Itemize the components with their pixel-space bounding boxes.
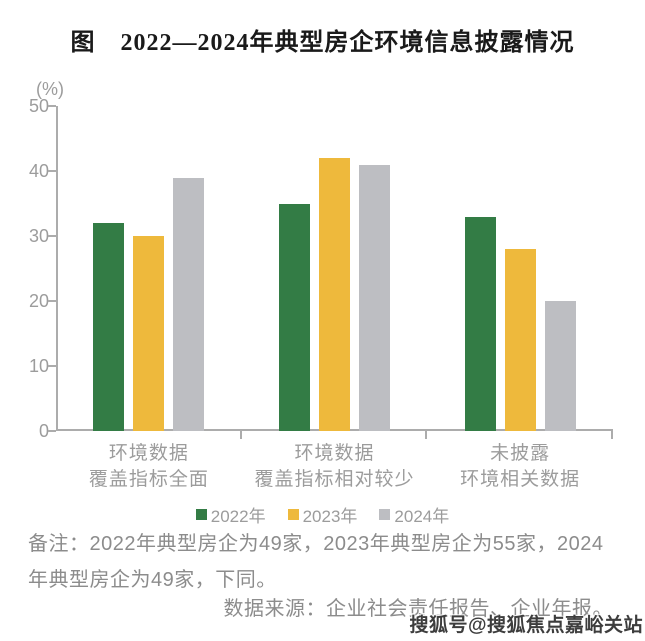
bar (504, 249, 536, 431)
source-text: 数据来源：企业社会责任报告、企业年报。 (223, 598, 613, 620)
y-tick-mark (48, 300, 56, 302)
y-tick-mark (48, 105, 56, 107)
chart-title: 图 2022—2024年典型房企环境信息披露情况 (70, 30, 575, 56)
legend-label: 2023年 (302, 507, 358, 526)
x-category-label-line: 覆盖指标相对较少 (254, 469, 415, 490)
y-tick-mark (48, 170, 56, 172)
y-tick-mark (48, 430, 56, 432)
legend: 2022年 2023年 2024年 (0, 502, 645, 527)
legend-swatch (287, 509, 299, 520)
y-tick-label: 0 (38, 421, 49, 441)
y-tick-label: 40 (28, 161, 49, 181)
x-category-label: 环境数据覆盖指标全面 (56, 441, 242, 493)
y-tick-label: 10 (28, 356, 49, 376)
bar (544, 301, 576, 431)
note-text: 备注：2022年典型房企为49家，2023年典型房企为55家，2024年典型房企… (28, 533, 604, 591)
watermark: 搜狐号@搜狐焦点嘉峪关站 (409, 615, 643, 636)
x-category-label-line: 环境相关数据 (460, 469, 581, 490)
legend-label: 2022年 (210, 507, 266, 526)
y-tick-mark (48, 235, 56, 237)
x-category-label: 环境数据覆盖指标相对较少 (242, 441, 428, 493)
legend-item: 2024年 (379, 502, 449, 527)
y-tick-label: 30 (28, 226, 49, 246)
y-tick-label: 20 (28, 291, 49, 311)
x-category-label: 未披露 环境相关数据 (427, 441, 613, 493)
y-tick-label: 50 (28, 96, 49, 116)
legend-item: 2023年 (287, 502, 358, 527)
x-tick-mark (239, 429, 242, 439)
bar (359, 164, 390, 431)
x-tick-mark (611, 429, 613, 439)
x-category-label-line: 未披露 (490, 443, 551, 464)
x-category-label-line: 环境数据 (294, 443, 375, 464)
x-category-label-line: 覆盖指标全面 (88, 469, 209, 490)
legend-label: 2024年 (394, 507, 450, 526)
legend-swatch (195, 509, 207, 520)
legend-swatch (379, 509, 391, 520)
bar (464, 216, 496, 431)
y-axis-unit: (%) (36, 79, 64, 99)
bar (319, 158, 350, 431)
x-tick-mark (425, 429, 428, 439)
bar (279, 203, 310, 431)
y-tick-mark (48, 365, 56, 367)
legend-item: 2022年 (195, 502, 266, 527)
bar (93, 223, 125, 431)
bar (173, 177, 205, 431)
bar (133, 236, 165, 431)
x-category-label-line: 环境数据 (108, 443, 189, 464)
